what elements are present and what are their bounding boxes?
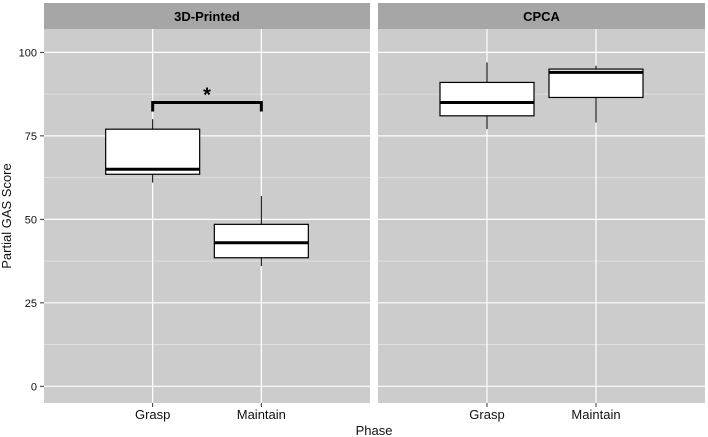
y-tick-label: 75 bbox=[25, 131, 37, 143]
box-iqr bbox=[105, 128, 201, 175]
y-tick-label: 25 bbox=[25, 298, 37, 310]
y-tick-label: 50 bbox=[25, 214, 37, 226]
significance-marker: * bbox=[203, 84, 211, 106]
box-iqr bbox=[439, 81, 535, 117]
facet-strip bbox=[378, 3, 705, 29]
y-tick-label: 100 bbox=[19, 47, 37, 59]
facet-label: 3D-Printed bbox=[174, 9, 240, 24]
significance-bracket bbox=[151, 100, 263, 112]
x-tick-label: Grasp bbox=[469, 407, 504, 422]
x-tick-label: Maintain bbox=[237, 407, 286, 422]
panel-background bbox=[378, 29, 705, 403]
box-iqr bbox=[213, 223, 309, 259]
x-axis-title: Phase bbox=[356, 423, 393, 437]
panel-background bbox=[44, 29, 370, 403]
facet-label: CPCA bbox=[523, 9, 560, 24]
x-tick-label: Grasp bbox=[135, 407, 170, 422]
y-tick-label: 0 bbox=[31, 381, 37, 393]
y-axis-title: Partial GAS Score bbox=[0, 163, 14, 269]
x-tick-label: Maintain bbox=[571, 407, 620, 422]
facet-strip bbox=[44, 3, 370, 29]
